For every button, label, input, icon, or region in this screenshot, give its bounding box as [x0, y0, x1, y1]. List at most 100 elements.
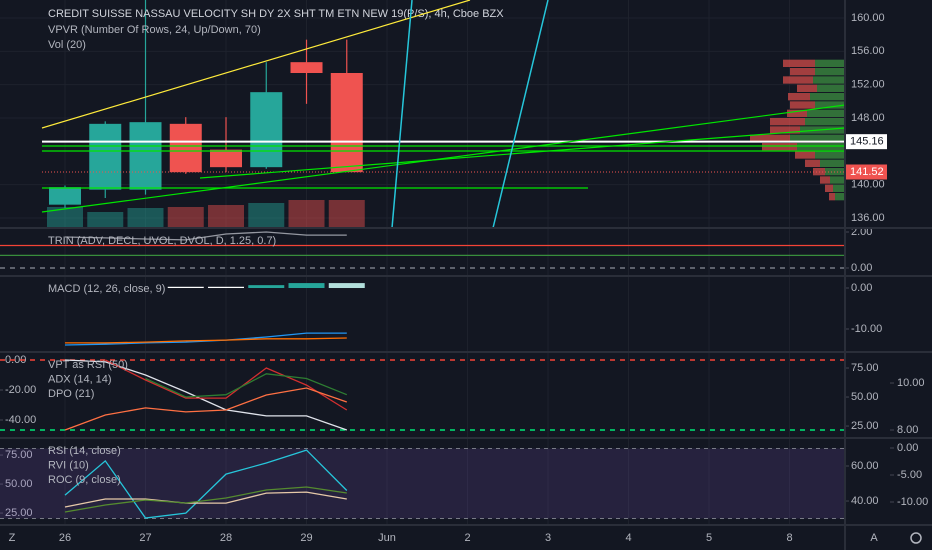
histogram-bar [208, 286, 245, 289]
volume-bar [46, 207, 83, 228]
legend-label: ROC (9, close) [48, 474, 121, 486]
chart-title: CREDIT SUISSE NASSAU VELOCITY SH DY 2X S… [48, 8, 504, 20]
axis-label: 60.00 [851, 460, 879, 472]
axis-label: -20.00 [5, 384, 36, 396]
zoom-button[interactable]: Z [9, 532, 16, 544]
vpvr-down [762, 143, 797, 151]
vpvr-down [770, 118, 805, 126]
time-label: 2 [464, 532, 470, 544]
axis-label: 10.00 [897, 377, 925, 389]
axis-label: 25.00 [5, 507, 33, 519]
pane [0, 448, 845, 520]
axis-label: 0.00 [851, 282, 872, 294]
indicator-line [64, 231, 347, 241]
settings-button[interactable] [910, 532, 922, 544]
candle-body [169, 123, 202, 173]
time-label: 29 [300, 532, 312, 544]
pane [0, 231, 845, 269]
vpvr-up [815, 151, 845, 159]
trendline [492, 0, 549, 228]
indicator-line [65, 337, 347, 344]
histogram-bar [167, 286, 204, 289]
time-label: 8 [786, 532, 792, 544]
volume-bar [328, 200, 365, 228]
indicator-line [64, 491, 347, 508]
legend-label: VPT as RSI (50) [48, 359, 128, 371]
time-label: Jun [378, 532, 396, 544]
legend-label: TRIN (ADV, DECL, UVOL, DVOL, D, 1.25, 0.… [48, 235, 276, 247]
vpvr-down [787, 109, 807, 117]
indicator-line [64, 359, 348, 431]
time-label: 27 [139, 532, 151, 544]
trendline [199, 127, 845, 179]
axis-label: 156.00 [851, 45, 885, 57]
time-label: 3 [545, 532, 551, 544]
axis-label: 160.00 [851, 12, 885, 24]
vpvr-down [750, 134, 790, 142]
vpvr-down [825, 184, 833, 192]
axis-label: 136.00 [851, 212, 885, 224]
vpvr-down [790, 101, 815, 109]
axis-label: -40.00 [5, 414, 36, 426]
vpvr-up [817, 84, 845, 92]
axis-label: 75.00 [851, 362, 879, 374]
candle-body [129, 122, 162, 190]
vpvr-up [825, 168, 845, 176]
price-label-box [845, 164, 887, 180]
candle-body [48, 187, 81, 205]
vpvr-up [815, 68, 845, 76]
vpvr-down [829, 193, 835, 201]
axis-label: 152.00 [851, 79, 885, 91]
vpvr-down [820, 176, 830, 184]
histogram-bar [288, 283, 325, 289]
legend-label: RSI (14, close) [48, 445, 121, 457]
vpvr-down [797, 84, 817, 92]
vpvr-down [790, 68, 815, 76]
axis-label: 140.00 [851, 179, 885, 191]
volume-bar [87, 212, 124, 228]
vpvr-down [805, 159, 820, 167]
vpvr-down [783, 76, 813, 84]
auto-scale-button[interactable]: A [870, 532, 878, 544]
vpvr-up [833, 184, 845, 192]
time-label: 5 [706, 532, 712, 544]
axis-label: 50.00 [851, 391, 879, 403]
vpvr-up [810, 93, 845, 101]
vpvr-up [815, 59, 845, 67]
vpvr-down [783, 59, 815, 67]
volume-bar [288, 200, 325, 228]
pane [0, 359, 845, 431]
price-label: 141.52 [850, 166, 884, 178]
volume-bar [208, 205, 245, 228]
volume-bar [248, 203, 285, 228]
indicator-line [64, 486, 347, 513]
axis-label: 50.00 [5, 478, 33, 490]
price-label: 145.16 [850, 136, 884, 148]
candle-body [89, 123, 122, 190]
indicator-line [105, 359, 348, 411]
axis-label: 0.00 [897, 442, 918, 454]
vpvr-up [820, 159, 845, 167]
histogram-bar [328, 283, 365, 289]
vpvr-down [770, 126, 800, 134]
grid [0, 0, 845, 525]
axis-label: 148.00 [851, 112, 885, 124]
trendline [391, 0, 413, 228]
legend-label: VPVR (Number Of Rows, 24, Up/Down, 70) [48, 24, 261, 36]
vpvr-down [788, 93, 810, 101]
axis-label: -10.00 [851, 323, 882, 335]
time-label: 26 [59, 532, 71, 544]
candle-body [250, 92, 283, 168]
legend-label: DPO (21) [48, 388, 94, 400]
vpvr-up [790, 134, 845, 142]
axis-label: 40.00 [851, 495, 879, 507]
band [0, 448, 845, 519]
indicator-line [145, 373, 348, 398]
vpvr-up [807, 109, 845, 117]
legend-label: Vol (20) [48, 39, 86, 51]
price-label-box [845, 134, 887, 150]
time-label: 28 [220, 532, 232, 544]
candle-body [210, 149, 243, 168]
vpvr-up [805, 118, 845, 126]
